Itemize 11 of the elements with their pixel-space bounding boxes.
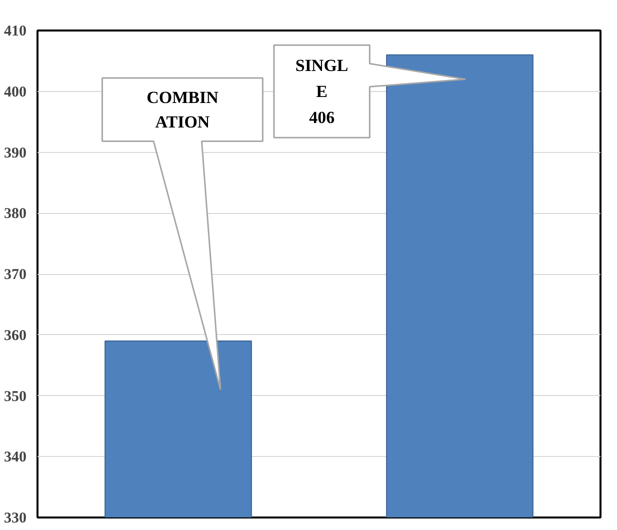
y-tick-label: 410 (4, 24, 26, 40)
y-tick-label: 370 (4, 267, 26, 283)
y-tick-label: 400 (4, 84, 26, 100)
y-tick-label: 360 (4, 328, 26, 344)
annotation: SINGLE 406 (295, 56, 348, 128)
annotation: COMBINATION (146, 88, 220, 132)
y-tick-label: 390 (4, 145, 26, 162)
y-tick-label: 350 (4, 388, 26, 405)
y-tick-label: 380 (4, 206, 26, 222)
y-tick-label: 330 (4, 510, 26, 526)
y-tick-label: 340 (4, 450, 26, 466)
